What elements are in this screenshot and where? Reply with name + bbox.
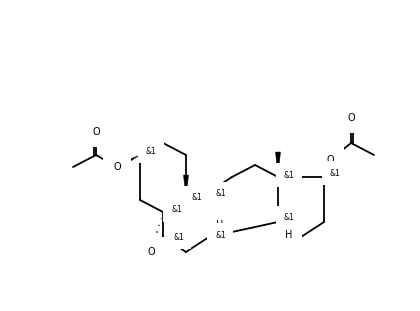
Text: O: O: [347, 113, 355, 123]
Text: H: H: [216, 220, 224, 230]
Text: &1: &1: [284, 213, 295, 222]
Text: &1: &1: [330, 169, 341, 178]
Polygon shape: [196, 192, 209, 207]
Polygon shape: [324, 159, 332, 177]
Polygon shape: [116, 155, 140, 169]
Text: &1: &1: [171, 206, 182, 215]
Polygon shape: [276, 152, 281, 177]
Text: O: O: [113, 162, 121, 172]
Polygon shape: [184, 175, 189, 200]
Text: O: O: [147, 247, 155, 257]
Text: &1: &1: [173, 233, 184, 242]
Text: &1: &1: [215, 189, 226, 198]
Text: O: O: [92, 127, 100, 137]
Text: O: O: [326, 155, 334, 165]
Text: &1: &1: [215, 230, 226, 239]
Text: &1: &1: [284, 170, 295, 179]
Text: &1: &1: [146, 146, 157, 156]
Text: H: H: [285, 230, 293, 240]
Text: &1: &1: [192, 193, 203, 202]
Text: H: H: [193, 200, 201, 210]
